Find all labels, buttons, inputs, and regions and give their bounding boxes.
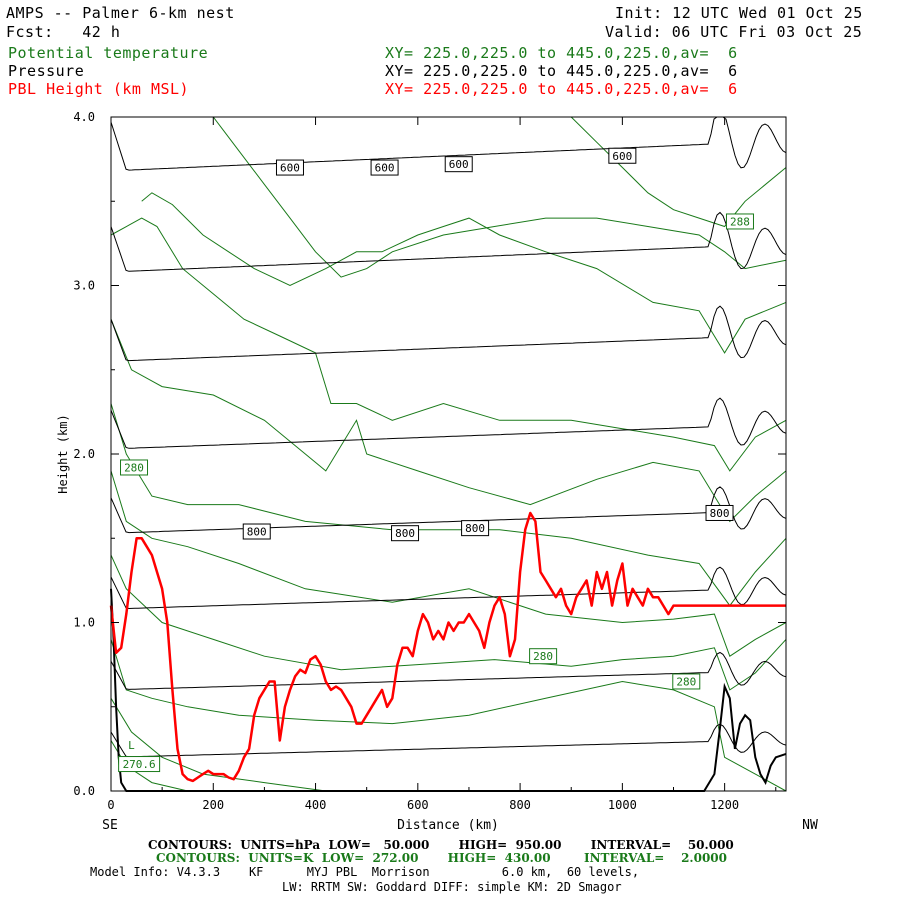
theta-label: 280 bbox=[676, 675, 696, 688]
theta-contour bbox=[141, 192, 787, 354]
theta-label-box bbox=[725, 213, 754, 230]
forecast-hour: Fcst: 42 h bbox=[6, 23, 121, 41]
theta-label-box bbox=[118, 756, 161, 773]
theta-contour bbox=[570, 116, 787, 228]
y-tick-label: 1.0 bbox=[73, 616, 95, 630]
pressure-contour bbox=[110, 486, 787, 534]
x-end-label-left: SE bbox=[102, 818, 118, 833]
theta-contours bbox=[110, 116, 787, 792]
valid-time: Valid: 06 UTC Fri 03 Oct 25 bbox=[605, 23, 863, 41]
pbl-height-series bbox=[109, 511, 786, 783]
theta-label-box bbox=[672, 673, 701, 690]
x-tick-label: 1200 bbox=[710, 798, 739, 812]
footer-pressure-contours: CONTOURS: UNITS=hPa LOW= 50.000 HIGH= 95… bbox=[148, 838, 734, 852]
pressure-contour bbox=[110, 723, 787, 758]
x-end-label-right: NW bbox=[802, 818, 818, 833]
pressure-label-box bbox=[242, 523, 271, 540]
field-theta-xy: XY= 225.0,225.0 to 445.0,225.0,av= 6 bbox=[385, 44, 738, 62]
theta-contour bbox=[110, 554, 787, 691]
pressure-label: 600 bbox=[612, 150, 632, 163]
theta-contour bbox=[110, 217, 787, 472]
theta-contour bbox=[110, 403, 787, 607]
footer-model-info: Model Info: V4.3.3 KF MYJ PBL Morrison 6… bbox=[90, 865, 640, 879]
theta-label: 280 bbox=[124, 461, 144, 474]
y-tick-label: 3.0 bbox=[73, 279, 95, 293]
theta-label-box bbox=[529, 648, 558, 665]
axes: 0 200 400 600 800 1000 1200 0.0 1.0 2.0 3.0 4.0 bbox=[73, 110, 786, 812]
pressure-contour bbox=[110, 397, 787, 449]
plot-frame bbox=[110, 116, 787, 792]
pressure-contour bbox=[110, 116, 787, 171]
pressure-contour bbox=[110, 211, 787, 272]
y-axis-label: Height (km) bbox=[56, 414, 70, 493]
theta-contour bbox=[110, 639, 787, 792]
y-tick-label: 2.0 bbox=[73, 447, 95, 461]
init-time: Init: 12 UTC Wed 01 Oct 25 bbox=[615, 4, 863, 22]
pressure-label-box bbox=[608, 147, 637, 164]
pressure-label-box bbox=[391, 525, 420, 542]
pressure-label-box bbox=[370, 159, 399, 176]
theta-label-box bbox=[120, 459, 149, 476]
x-tick-label: 0 bbox=[107, 798, 114, 812]
model-title: AMPS -- Palmer 6-km nest bbox=[6, 4, 235, 22]
pressure-label-box bbox=[275, 159, 304, 176]
pressure-contours bbox=[110, 116, 787, 758]
field-pbl-xy: XY= 225.0,225.0 to 445.0,225.0,av= 6 bbox=[385, 80, 738, 98]
field-pressure-name: Pressure bbox=[8, 62, 85, 80]
pressure-label-box bbox=[461, 520, 490, 537]
terrain-line bbox=[110, 588, 787, 792]
pressure-label-box bbox=[705, 504, 734, 521]
pressure-label: 800 bbox=[395, 527, 415, 540]
x-tick-label: 600 bbox=[407, 798, 429, 812]
x-tick-label: 400 bbox=[305, 798, 327, 812]
footer-theta-contours: CONTOURS: UNITS=K LOW= 272.00 HIGH= 430.… bbox=[156, 851, 727, 865]
y-tick-label: 4.0 bbox=[73, 110, 95, 124]
contour-labels: 600 600 600 600 800 800 800 800 288 280 280 280 270.… bbox=[118, 147, 754, 773]
theta-contour bbox=[212, 116, 787, 278]
pressure-label: 800 bbox=[465, 522, 485, 535]
pressure-contour bbox=[110, 566, 787, 610]
footer-physics-info: LW: RRTM SW: Goddard DIFF: simple KM: 2D… bbox=[282, 880, 622, 894]
x-axis-label: Distance (km) bbox=[397, 818, 499, 833]
field-pbl-name: PBL Height (km MSL) bbox=[8, 80, 190, 98]
pressure-label: 600 bbox=[280, 162, 300, 175]
theta-label: 288 bbox=[730, 215, 750, 228]
pressure-label: 600 bbox=[449, 158, 469, 171]
x-tick-label: 800 bbox=[509, 798, 531, 812]
theta-contour bbox=[110, 319, 787, 523]
pbl-height-line bbox=[109, 511, 786, 783]
pressure-label: 600 bbox=[375, 162, 395, 175]
theta-label: 280 bbox=[533, 650, 553, 663]
low-marker: L bbox=[128, 739, 135, 752]
x-tick-label: 200 bbox=[202, 798, 224, 812]
pressure-label: 800 bbox=[710, 507, 730, 520]
pressure-label-box bbox=[444, 156, 473, 173]
y-tick-label: 0.0 bbox=[73, 784, 95, 798]
theta-label: 270.6 bbox=[123, 758, 156, 771]
terrain-outline bbox=[110, 588, 787, 792]
field-pressure-xy: XY= 225.0,225.0 to 445.0,225.0,av= 6 bbox=[385, 62, 738, 80]
theta-contour bbox=[110, 470, 787, 657]
theta-contour bbox=[110, 698, 326, 792]
x-tick-label: 1000 bbox=[608, 798, 637, 812]
pressure-contour bbox=[110, 305, 787, 362]
pressure-label: 800 bbox=[247, 526, 267, 539]
field-theta-name: Potential temperature bbox=[8, 44, 209, 62]
